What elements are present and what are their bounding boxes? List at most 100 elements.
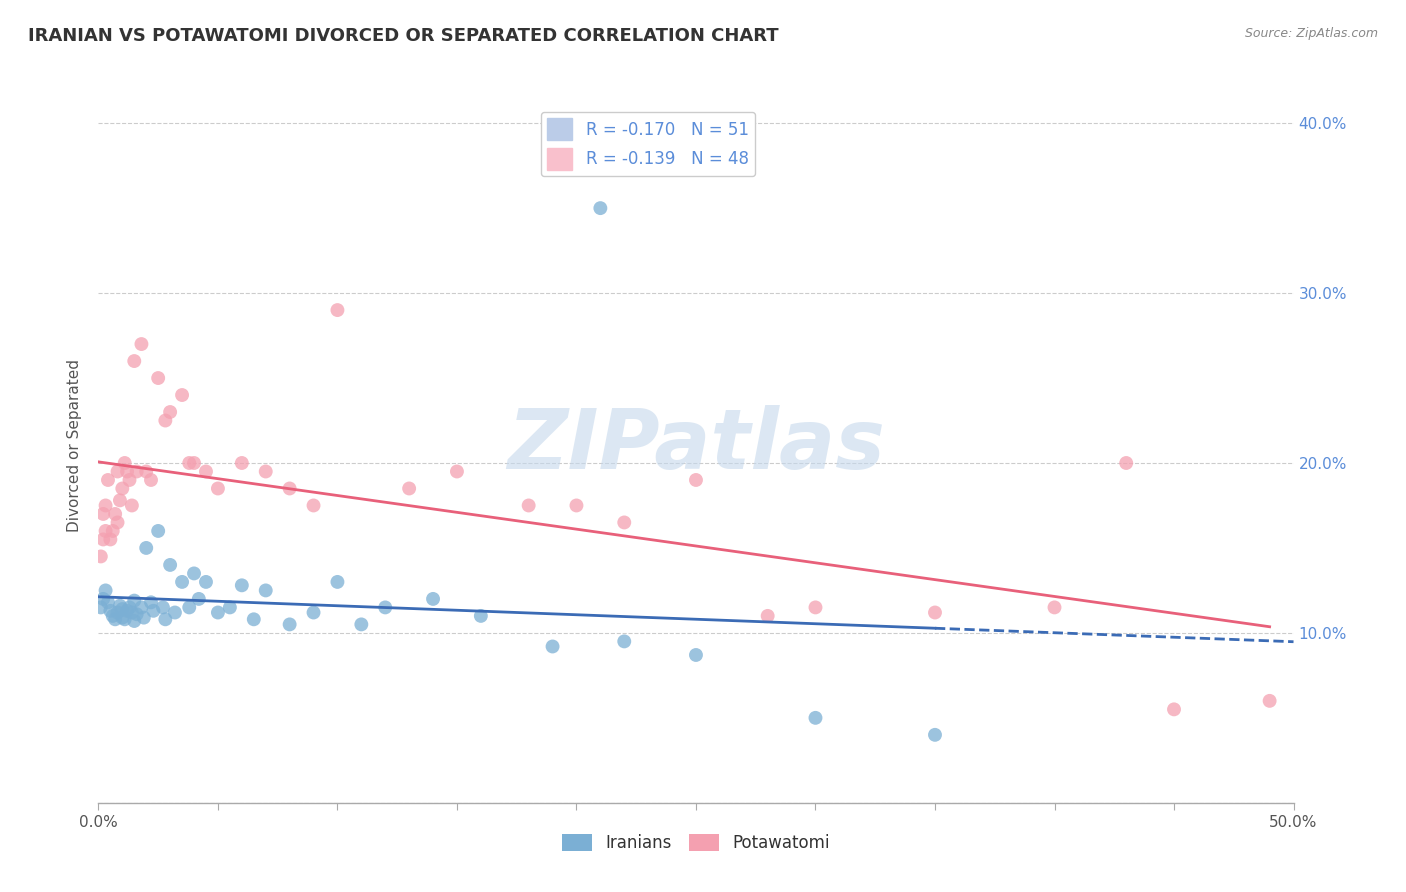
Point — [94, 499, 117, 513]
Point — [254, 583, 277, 598]
Point — [565, 499, 588, 513]
Point — [108, 493, 131, 508]
Point — [94, 524, 117, 538]
Point — [121, 606, 143, 620]
Point — [179, 600, 201, 615]
Point — [155, 413, 177, 427]
Point — [159, 405, 181, 419]
Point — [118, 473, 141, 487]
Point — [91, 533, 114, 547]
Point — [541, 640, 564, 654]
Point — [124, 354, 146, 368]
Point — [111, 602, 134, 616]
Point — [517, 499, 540, 513]
Point — [187, 591, 209, 606]
Point — [756, 608, 779, 623]
Point — [121, 499, 143, 513]
Point — [422, 591, 444, 606]
Point — [302, 606, 325, 620]
Point — [172, 574, 194, 589]
Point — [114, 612, 136, 626]
Point — [172, 388, 194, 402]
Point — [1258, 694, 1281, 708]
Point — [94, 583, 117, 598]
Point — [219, 600, 242, 615]
Text: ZIPatlas: ZIPatlas — [508, 406, 884, 486]
Point — [97, 473, 120, 487]
Point — [804, 711, 827, 725]
Point — [350, 617, 373, 632]
Point — [139, 595, 162, 609]
Point — [231, 456, 253, 470]
Point — [139, 473, 162, 487]
Point — [398, 482, 420, 496]
Point — [207, 482, 229, 496]
Point — [124, 614, 146, 628]
Point — [107, 465, 129, 479]
Point — [101, 524, 124, 538]
Point — [326, 303, 349, 318]
Point — [152, 600, 174, 615]
Point — [111, 610, 134, 624]
Point — [90, 549, 112, 564]
Point — [685, 648, 707, 662]
Point — [104, 612, 127, 626]
Point — [125, 465, 148, 479]
Point — [107, 606, 129, 620]
Point — [207, 606, 229, 620]
Point — [804, 600, 827, 615]
Point — [1115, 456, 1137, 470]
Point — [101, 608, 124, 623]
Point — [1043, 600, 1066, 615]
Point — [159, 558, 181, 572]
Point — [613, 634, 636, 648]
Point — [131, 600, 153, 615]
Point — [179, 456, 201, 470]
Point — [135, 541, 157, 555]
Point — [135, 465, 157, 479]
Text: Source: ZipAtlas.com: Source: ZipAtlas.com — [1244, 27, 1378, 40]
Point — [115, 465, 138, 479]
Point — [195, 465, 218, 479]
Point — [97, 595, 120, 609]
Point — [589, 201, 612, 215]
Point — [107, 516, 129, 530]
Point — [91, 591, 114, 606]
Point — [98, 604, 122, 618]
Point — [118, 600, 141, 615]
Point — [148, 371, 170, 385]
Point — [183, 566, 205, 581]
Text: IRANIAN VS POTAWATOMI DIVORCED OR SEPARATED CORRELATION CHART: IRANIAN VS POTAWATOMI DIVORCED OR SEPARA… — [28, 27, 779, 45]
Point — [446, 465, 468, 479]
Point — [924, 728, 946, 742]
Point — [163, 606, 186, 620]
Point — [91, 507, 114, 521]
Point — [470, 608, 492, 623]
Point — [111, 482, 134, 496]
Point — [278, 617, 301, 632]
Point — [183, 456, 205, 470]
Point — [243, 612, 266, 626]
Point — [131, 337, 153, 351]
Point — [278, 482, 301, 496]
Point — [115, 604, 138, 618]
Point — [148, 524, 170, 538]
Point — [124, 593, 146, 607]
Point — [613, 516, 636, 530]
Point — [924, 606, 946, 620]
Point — [90, 600, 112, 615]
Point — [155, 612, 177, 626]
Point — [1163, 702, 1185, 716]
Point — [254, 465, 277, 479]
Point — [374, 600, 396, 615]
Point — [195, 574, 218, 589]
Point — [114, 456, 136, 470]
Point — [302, 499, 325, 513]
Point — [231, 578, 253, 592]
Point — [98, 533, 122, 547]
Point — [108, 599, 131, 613]
Point — [326, 574, 349, 589]
Point — [125, 607, 148, 622]
Point — [104, 507, 127, 521]
Point — [685, 473, 707, 487]
